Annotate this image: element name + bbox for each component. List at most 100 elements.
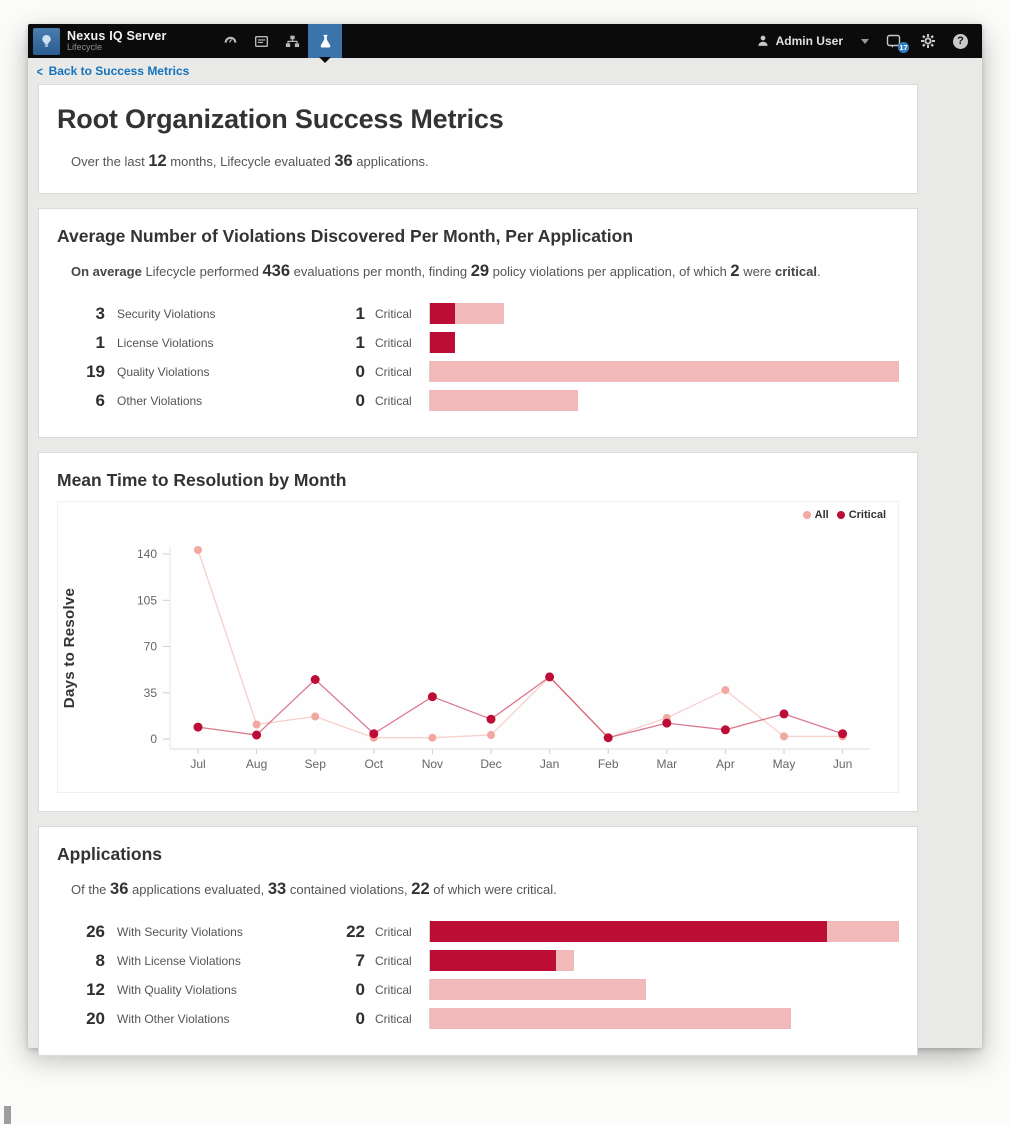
settings-gear-icon bbox=[921, 34, 935, 48]
row-critical-count: 22 bbox=[346, 921, 365, 941]
nav-right-group: Admin User 17 ? bbox=[756, 24, 982, 58]
nav-icon-group bbox=[215, 24, 342, 63]
bar-area bbox=[429, 921, 899, 943]
svg-text:105: 105 bbox=[137, 593, 157, 607]
page-title: Root Organization Success Metrics bbox=[57, 104, 504, 134]
row-label: License Violations bbox=[117, 335, 214, 350]
bar-area bbox=[429, 390, 899, 412]
svg-text:Days to Resolve: Days to Resolve bbox=[61, 588, 78, 708]
row-label: With License Violations bbox=[117, 953, 241, 968]
svg-text:May: May bbox=[773, 757, 796, 771]
svg-text:Jul: Jul bbox=[190, 757, 205, 771]
svg-text:Jan: Jan bbox=[540, 757, 559, 771]
row-label: With Quality Violations bbox=[117, 982, 237, 997]
active-tab-notch bbox=[319, 57, 331, 63]
row-critical-count: 0 bbox=[355, 390, 365, 410]
row-critical-label: Critical bbox=[375, 982, 412, 997]
app-window: Nexus IQ Server Lifecycle Admin User bbox=[28, 24, 982, 1057]
row-critical-label: Critical bbox=[375, 953, 412, 968]
row-total: 1 bbox=[95, 332, 105, 352]
row-critical-label: Critical bbox=[375, 924, 412, 939]
applications-card: Applications Of the 36 applications eval… bbox=[38, 826, 918, 1057]
svg-text:Apr: Apr bbox=[716, 757, 735, 771]
row-critical-count: 0 bbox=[355, 361, 365, 381]
notifications-button[interactable]: 17 bbox=[886, 34, 909, 53]
row-critical-count: 0 bbox=[355, 979, 365, 999]
svg-text:Aug: Aug bbox=[246, 757, 267, 771]
bar-area bbox=[429, 1008, 899, 1030]
row-total: 3 bbox=[95, 303, 105, 323]
bar-row-app-other: 20 With Other Violations 0 Critical bbox=[57, 1008, 899, 1030]
line-chart-canvas: 0 35 70 105 140 Jul Aug Sep Oct Nov Dec Jan Feb Mar Ap… bbox=[58, 502, 898, 791]
back-link[interactable]: < Back to Success Metrics bbox=[36, 63, 190, 79]
svg-text:0: 0 bbox=[150, 732, 157, 746]
row-critical-count: 1 bbox=[355, 303, 365, 323]
applications-bar-chart: 26 With Security Violations 22 Critical … bbox=[57, 921, 899, 1030]
reports-icon[interactable] bbox=[246, 24, 277, 58]
stacked-bar bbox=[430, 979, 647, 1001]
brand-logo-group[interactable]: Nexus IQ Server Lifecycle bbox=[28, 24, 203, 58]
header-card: Root Organization Success Metrics Over t… bbox=[38, 84, 918, 195]
row-critical-count: 7 bbox=[355, 950, 365, 970]
bar-row-quality: 19 Quality Violations 0 Critical bbox=[57, 361, 899, 383]
product-edition: Lifecycle bbox=[67, 41, 103, 52]
product-name: Nexus IQ Server bbox=[67, 28, 167, 43]
stacked-bar bbox=[430, 390, 579, 412]
bar-area bbox=[429, 332, 899, 354]
resolution-title: Mean Time to Resolution by Month bbox=[57, 470, 347, 491]
legend-critical-label: Critical bbox=[848, 509, 886, 522]
stacked-bar bbox=[430, 1008, 791, 1030]
bar-row-security: 3 Security Violations 1 Critical bbox=[57, 303, 899, 325]
bar-row-other: 6 Other Violations 0 Critical bbox=[57, 390, 899, 412]
user-name: Admin User bbox=[775, 34, 843, 48]
lifecycle-flask-tab[interactable] bbox=[308, 24, 342, 63]
violations-title: Average Number of Violations Discovered … bbox=[57, 226, 634, 247]
svg-text:70: 70 bbox=[144, 640, 158, 654]
user-icon bbox=[758, 35, 768, 46]
top-navbar: Nexus IQ Server Lifecycle Admin User bbox=[28, 24, 982, 63]
row-total: 19 bbox=[86, 361, 105, 381]
bar-row-license: 1 License Violations 1 Critical bbox=[57, 332, 899, 354]
help-button[interactable]: ? bbox=[953, 33, 968, 49]
applications-title: Applications bbox=[57, 844, 163, 865]
resolution-line-chart: All Critical 0 35 70 105 140 Jul Aug Sep Oct Nov D… bbox=[57, 501, 899, 794]
row-label: With Other Violations bbox=[117, 1011, 230, 1026]
lifecycle-flask-icon bbox=[320, 34, 330, 48]
dashboard-gauge-icon[interactable] bbox=[215, 24, 246, 58]
violations-summary: On average Lifecycle performed 436 evalu… bbox=[71, 262, 821, 281]
applications-summary: Of the 36 applications evaluated, 33 con… bbox=[71, 880, 557, 899]
organizations-icon[interactable] bbox=[277, 24, 308, 58]
row-critical-count: 1 bbox=[355, 332, 365, 352]
back-chevron-icon: < bbox=[36, 63, 43, 79]
user-menu[interactable]: Admin User bbox=[756, 34, 869, 48]
scrollbar-artifact bbox=[4, 1106, 11, 1124]
row-critical-label: Critical bbox=[375, 335, 412, 350]
svg-text:Mar: Mar bbox=[656, 757, 677, 771]
svg-text:Nov: Nov bbox=[422, 757, 443, 771]
settings-button[interactable] bbox=[920, 33, 936, 49]
stacked-bar bbox=[430, 921, 899, 943]
bar-area bbox=[429, 979, 899, 1001]
row-critical-count: 0 bbox=[355, 1008, 365, 1028]
row-critical-label: Critical bbox=[375, 306, 412, 321]
bar-area bbox=[429, 950, 899, 972]
row-total: 12 bbox=[86, 979, 105, 999]
lightbulb-logo-icon bbox=[33, 27, 60, 55]
resolution-card: Mean Time to Resolution by Month All Cri… bbox=[38, 452, 918, 813]
row-total: 26 bbox=[86, 921, 105, 941]
violations-card: Average Number of Violations Discovered … bbox=[38, 208, 918, 439]
row-total: 6 bbox=[95, 390, 105, 410]
notification-badge: 17 bbox=[898, 41, 909, 53]
row-total: 20 bbox=[86, 1008, 105, 1028]
stacked-bar bbox=[430, 332, 455, 354]
legend-all-dot bbox=[802, 511, 811, 520]
legend-critical-dot bbox=[836, 511, 845, 520]
notifications-icon bbox=[886, 34, 901, 48]
row-label: Quality Violations bbox=[117, 364, 210, 379]
legend-all-label: All bbox=[814, 509, 829, 522]
svg-text:35: 35 bbox=[144, 686, 158, 700]
svg-text:Sep: Sep bbox=[305, 757, 327, 771]
row-label: With Security Violations bbox=[117, 924, 243, 939]
stacked-bar bbox=[430, 950, 575, 972]
bar-area bbox=[429, 361, 899, 383]
